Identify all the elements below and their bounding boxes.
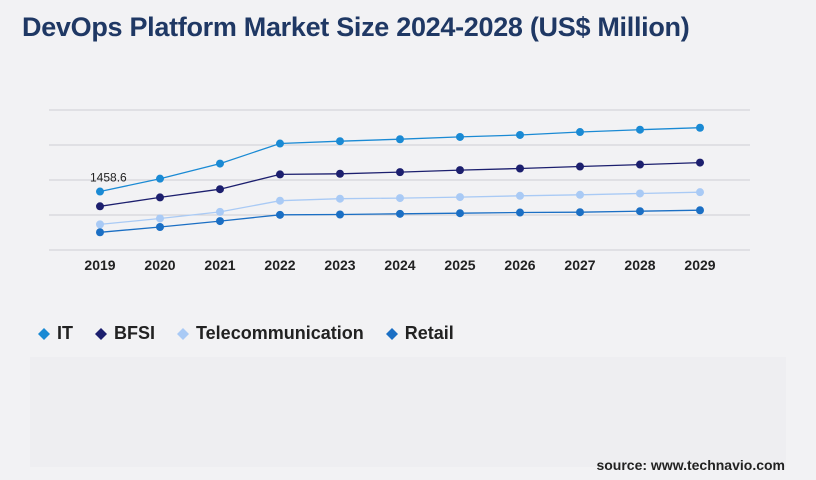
legend-item-telecommunication[interactable]: Telecommunication <box>177 323 364 344</box>
data-point-telecommunication-2026 <box>516 191 524 200</box>
x-tick-label-2022: 2022 <box>264 257 295 273</box>
data-point-retail-2027 <box>576 208 584 217</box>
data-point-bfsi-2025 <box>456 166 464 175</box>
data-point-retail-2024 <box>396 209 404 218</box>
data-point-it-2026 <box>516 130 524 139</box>
data-point-bfsi-2029 <box>696 158 704 167</box>
data-point-it-2020 <box>156 174 164 183</box>
data-point-telecommunication-2020 <box>156 214 164 223</box>
data-label-it-2019: 1458.6 <box>90 171 127 185</box>
legend-marker-it <box>38 327 50 340</box>
x-tick-label-2020: 2020 <box>144 257 175 273</box>
x-tick-label-2021: 2021 <box>204 257 235 273</box>
x-tick-label-2027: 2027 <box>564 257 595 273</box>
data-point-it-2023 <box>336 137 344 146</box>
data-point-bfsi-2023 <box>336 169 344 178</box>
x-tick-label-2026: 2026 <box>504 257 535 273</box>
data-point-retail-2028 <box>636 207 644 216</box>
x-axis-tick-labels: 2019 2020 2021 2022 2023 2024 2025 2026 2027 2028… <box>84 257 715 273</box>
data-point-bfsi-2028 <box>636 160 644 169</box>
x-tick-label-2028: 2028 <box>624 257 655 273</box>
data-point-telecommunication-2029 <box>696 188 704 197</box>
chart-legend: IT BFSI Telecommunication Retail <box>38 323 454 344</box>
data-point-telecommunication-2027 <box>576 190 584 199</box>
data-point-bfsi-2027 <box>576 162 584 171</box>
data-point-it-2022 <box>276 139 284 148</box>
background-panel <box>30 357 786 467</box>
data-point-bfsi-2024 <box>396 168 404 177</box>
data-point-telecommunication-2022 <box>276 196 284 205</box>
series-points <box>96 123 704 237</box>
data-point-bfsi-2022 <box>276 170 284 179</box>
legend-item-it[interactable]: IT <box>38 323 73 344</box>
legend-label-it: IT <box>57 323 73 343</box>
data-point-retail-2019 <box>96 228 104 237</box>
legend-marker-telecommunication <box>177 327 190 340</box>
source-credit: source: www.technavio.com <box>596 457 785 473</box>
legend-item-bfsi[interactable]: BFSI <box>95 323 155 344</box>
data-point-it-2019 <box>96 187 104 196</box>
data-point-telecommunication-2021 <box>216 207 224 216</box>
legend-item-retail[interactable]: Retail <box>385 323 454 344</box>
x-tick-label-2023: 2023 <box>324 257 355 273</box>
data-point-retail-2029 <box>696 206 704 215</box>
data-point-bfsi-2021 <box>216 185 224 194</box>
data-point-bfsi-2020 <box>156 193 164 202</box>
legend-label-bfsi: BFSI <box>114 323 156 343</box>
x-tick-label-2029: 2029 <box>684 257 715 273</box>
data-point-it-2024 <box>396 135 404 144</box>
data-labels: 1458.6 <box>90 171 127 185</box>
data-point-it-2025 <box>456 132 464 141</box>
data-point-retail-2025 <box>456 209 464 218</box>
data-point-telecommunication-2019 <box>96 220 104 229</box>
data-point-bfsi-2019 <box>96 202 104 211</box>
legend-label-retail: Retail <box>404 323 454 343</box>
legend-marker-bfsi <box>95 327 107 340</box>
data-point-retail-2020 <box>156 222 164 231</box>
data-point-retail-2021 <box>216 217 224 226</box>
data-point-retail-2026 <box>516 208 524 217</box>
data-point-telecommunication-2024 <box>396 194 404 203</box>
data-point-retail-2023 <box>336 210 344 219</box>
legend-marker-retail <box>385 327 398 340</box>
data-point-it-2029 <box>696 123 704 132</box>
data-point-it-2028 <box>636 125 644 134</box>
data-point-bfsi-2026 <box>516 164 524 173</box>
data-point-it-2021 <box>216 159 224 168</box>
legend-label-telecommunication: Telecommunication <box>196 323 364 343</box>
data-point-telecommunication-2025 <box>456 193 464 202</box>
chart-title: DevOps Platform Market Size 2024-2028 (U… <box>22 12 690 42</box>
x-tick-label-2025: 2025 <box>444 257 475 273</box>
data-point-telecommunication-2028 <box>636 189 644 198</box>
x-tick-label-2019: 2019 <box>84 257 115 273</box>
data-point-it-2027 <box>576 128 584 137</box>
data-point-telecommunication-2023 <box>336 194 344 203</box>
data-point-retail-2022 <box>276 210 284 219</box>
x-tick-label-2024: 2024 <box>384 257 415 273</box>
